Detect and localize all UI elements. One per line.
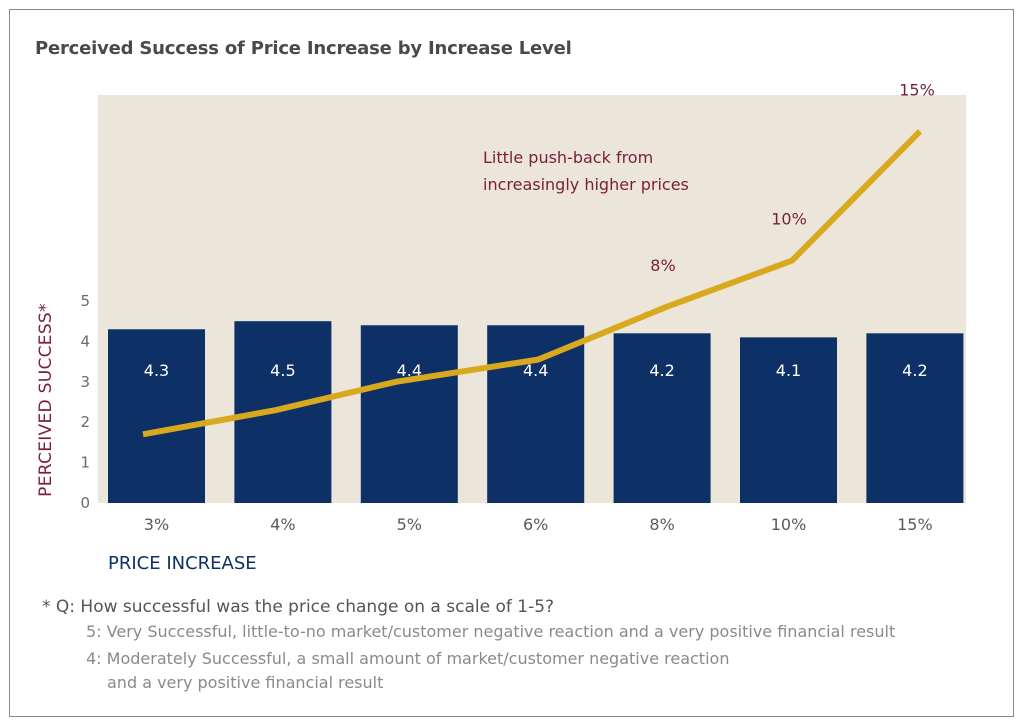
x-tick-label: 15% [897, 515, 933, 534]
x-ticks-group: 3% 4% 5% 6% 8% 10% 15% [144, 515, 933, 534]
x-axis-label: PRICE INCREASE [108, 553, 257, 574]
y-axis-label-wrap: PERCEIVED SUCCESS* [26, 290, 66, 510]
trend-line [142, 129, 923, 438]
x-tick-label: 6% [523, 515, 548, 534]
bar-value-label: 4.5 [270, 361, 295, 380]
bar [613, 333, 711, 503]
y-ticks-group: 0 1 2 3 4 5 [80, 292, 90, 512]
x-tick-label: 10% [771, 515, 807, 534]
x-tick-label: 3% [144, 515, 169, 534]
y-tick-label: 2 [80, 413, 90, 431]
y-tick-label: 5 [80, 292, 90, 310]
chart-frame [9, 9, 1014, 717]
trend-line-group: 8% 10% 15% [142, 80, 935, 438]
footnote-definition-4: 4: Moderately Successful, a small amount… [86, 649, 730, 668]
footnote-definition-5: 5: Very Successful, little-to-no market/… [86, 622, 896, 641]
bar [740, 337, 837, 503]
bar [108, 329, 205, 503]
annotation-line: Little push-back from [483, 148, 653, 167]
bars-group: 4.3 4.5 4.4 4.4 4.2 4.1 4.2 [108, 321, 964, 503]
bar [866, 333, 964, 503]
trend-point-label: 10% [771, 210, 807, 229]
bar-value-label: 4.1 [776, 361, 801, 380]
bar-value-label: 4.2 [649, 361, 674, 380]
trend-point-label: 8% [650, 256, 675, 275]
y-tick-label: 1 [80, 454, 90, 472]
annotation-line: increasingly higher prices [483, 175, 689, 194]
y-axis-label: PERCEIVED SUCCESS* [36, 303, 56, 497]
x-tick-label: 8% [649, 515, 674, 534]
x-tick-label: 4% [270, 515, 295, 534]
x-tick-label: 5% [397, 515, 422, 534]
trend-annotation: Little push-back from increasingly higher… [483, 148, 689, 194]
chart-title: Perceived Success of Price Increase by I… [35, 38, 572, 59]
bar-value-label: 4.4 [397, 361, 422, 380]
footnote-definition-4-continued: and a very positive financial result [107, 673, 384, 692]
y-tick-label: 3 [80, 373, 90, 391]
footnote-question: * Q: How successful was the price change… [42, 597, 555, 617]
bar-value-label: 4.3 [144, 361, 169, 380]
y-tick-label: 0 [80, 494, 90, 512]
y-tick-label: 4 [80, 332, 90, 350]
trend-point-label: 15% [899, 80, 935, 99]
bar [360, 325, 458, 503]
bar-value-label: 4.4 [523, 361, 548, 380]
bar [487, 325, 585, 503]
bar-value-label: 4.2 [902, 361, 927, 380]
